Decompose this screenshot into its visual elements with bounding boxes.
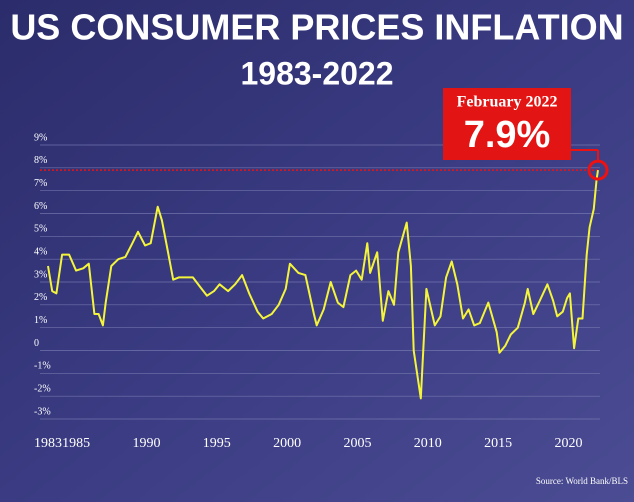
callout-value: 7.9%: [464, 114, 551, 156]
x-tick-label: 2015: [484, 436, 512, 451]
y-tick-label: 9%: [34, 132, 47, 143]
callout-label: February 2022: [457, 94, 558, 111]
callout-box: [443, 88, 571, 160]
y-tick-label: 1%: [34, 315, 47, 326]
y-tick-label: 4%: [34, 246, 47, 257]
y-tick-label: 2%: [34, 292, 47, 303]
x-tick-label: 2000: [273, 436, 301, 451]
y-tick-label: 6%: [34, 201, 47, 212]
y-tick-label: 7%: [34, 178, 47, 189]
y-tick-label: 3%: [34, 269, 47, 280]
x-tick-label: 2005: [343, 436, 371, 451]
x-tick-label: 1983: [34, 436, 62, 451]
y-tick-label: -2%: [34, 383, 51, 394]
x-tick-label: 1990: [132, 436, 160, 451]
chart-title: US CONSUMER PRICES INFLATION: [10, 7, 623, 48]
y-tick-label: 0: [34, 338, 39, 349]
y-tick-label: 8%: [34, 155, 47, 166]
chart-subtitle: 1983-2022: [240, 55, 393, 91]
x-tick-label: 2010: [414, 436, 442, 451]
series-line: [47, 169, 599, 400]
x-tick-label: 2020: [554, 436, 582, 451]
x-tick-label: 1995: [203, 436, 231, 451]
x-tick-label: 1985: [62, 436, 90, 451]
source: Source: World Bank/BLS: [536, 476, 628, 486]
y-tick-label: 5%: [34, 224, 47, 235]
y-tick-label: -1%: [34, 361, 51, 372]
y-tick-label: -3%: [34, 406, 51, 417]
